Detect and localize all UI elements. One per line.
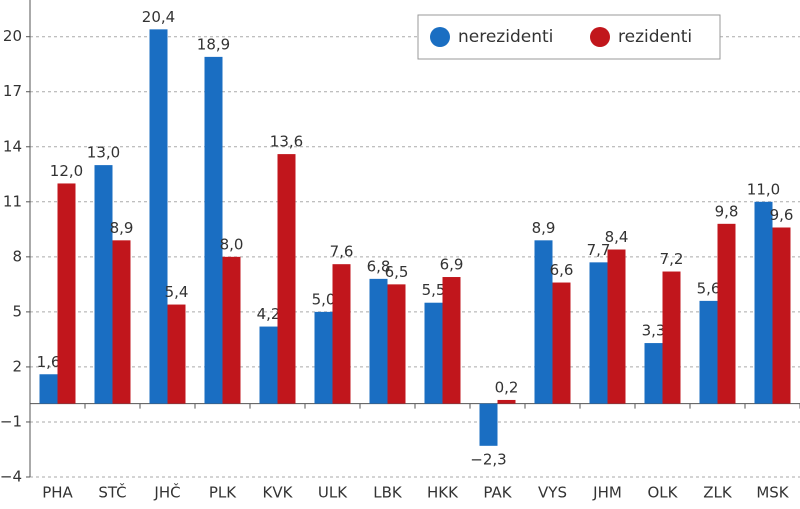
y-tick-label: −4 xyxy=(0,468,22,486)
bar xyxy=(772,227,791,404)
legend-marker xyxy=(590,27,610,47)
data-label: 6,5 xyxy=(385,263,409,281)
data-label: 8,0 xyxy=(220,235,244,253)
x-tick-label: STČ xyxy=(98,483,126,502)
bar xyxy=(424,302,443,404)
data-label: 6,8 xyxy=(367,257,391,275)
bar xyxy=(149,29,168,404)
data-label: 20,4 xyxy=(142,8,175,26)
x-tick-label: JHČ xyxy=(153,483,180,502)
bar xyxy=(94,165,113,404)
bar xyxy=(607,249,626,404)
bar xyxy=(204,56,223,404)
data-label: 7,7 xyxy=(587,241,611,259)
bar xyxy=(552,282,571,404)
data-label: 8,9 xyxy=(110,219,134,237)
bar xyxy=(222,256,241,404)
x-tick-label: PHA xyxy=(42,484,73,502)
bar xyxy=(112,240,131,404)
data-label: 18,9 xyxy=(197,35,230,53)
bar xyxy=(754,201,773,404)
data-label: 8,9 xyxy=(532,219,556,237)
bar xyxy=(314,311,333,404)
bar xyxy=(589,262,608,404)
data-label: 11,0 xyxy=(747,180,780,198)
y-tick-label: 5 xyxy=(12,302,22,320)
legend-label: nerezidenti xyxy=(458,27,553,47)
y-tick-label: 14 xyxy=(3,137,22,155)
data-label: 13,6 xyxy=(270,133,303,151)
bar xyxy=(369,278,388,404)
x-tick-label: PAK xyxy=(483,484,512,502)
data-label: −2,3 xyxy=(470,450,506,468)
bar xyxy=(699,300,718,404)
data-label: 5,0 xyxy=(312,290,336,308)
data-label: 3,3 xyxy=(642,322,666,340)
bar xyxy=(717,223,736,404)
bar xyxy=(497,399,516,404)
data-label: 13,0 xyxy=(87,144,120,162)
legend-marker xyxy=(430,27,450,47)
data-label: 9,8 xyxy=(715,202,739,220)
legend-label: rezidenti xyxy=(618,27,692,47)
data-label: 0,2 xyxy=(495,378,519,396)
legend-box xyxy=(417,14,721,60)
y-tick-label: 20 xyxy=(3,27,22,45)
x-tick-label: JHM xyxy=(592,484,622,502)
data-label: 6,9 xyxy=(440,256,464,274)
y-tick-label: 2 xyxy=(12,357,22,375)
bar xyxy=(534,240,553,404)
data-label: 5,6 xyxy=(697,279,721,297)
x-tick-label: OLK xyxy=(648,484,679,502)
data-label: 5,5 xyxy=(422,281,446,299)
bar xyxy=(167,304,186,404)
data-label: 8,4 xyxy=(605,228,629,246)
bar xyxy=(442,277,461,404)
x-tick-label: MSK xyxy=(756,484,789,502)
bar xyxy=(277,154,296,404)
bar xyxy=(662,271,681,404)
y-tick-label: 17 xyxy=(3,82,22,100)
data-label: 6,6 xyxy=(550,261,574,279)
bar xyxy=(387,284,406,404)
bar xyxy=(39,374,58,404)
x-tick-label: ZLK xyxy=(703,484,733,502)
y-tick-label: 8 xyxy=(12,247,22,265)
y-tick-label: −1 xyxy=(0,412,22,430)
bar xyxy=(644,343,663,404)
data-label: 1,6 xyxy=(37,353,61,371)
x-tick-label: PLK xyxy=(209,484,237,502)
x-tick-label: ULK xyxy=(318,484,348,502)
y-tick-label: 11 xyxy=(3,192,22,210)
x-tick-label: KVK xyxy=(263,484,294,502)
data-label: 7,2 xyxy=(660,250,684,268)
bar xyxy=(259,326,278,404)
bar xyxy=(332,264,351,404)
bar xyxy=(479,403,498,446)
bar xyxy=(57,183,76,404)
data-label: 7,6 xyxy=(330,243,354,261)
x-tick-label: VYS xyxy=(538,484,567,502)
x-tick-label: HKK xyxy=(427,484,459,502)
data-label: 12,0 xyxy=(50,162,83,180)
x-tick-label: LBK xyxy=(373,484,403,502)
data-label: 5,4 xyxy=(165,283,189,301)
data-label: 4,2 xyxy=(257,305,281,323)
data-label: 9,6 xyxy=(770,206,794,224)
